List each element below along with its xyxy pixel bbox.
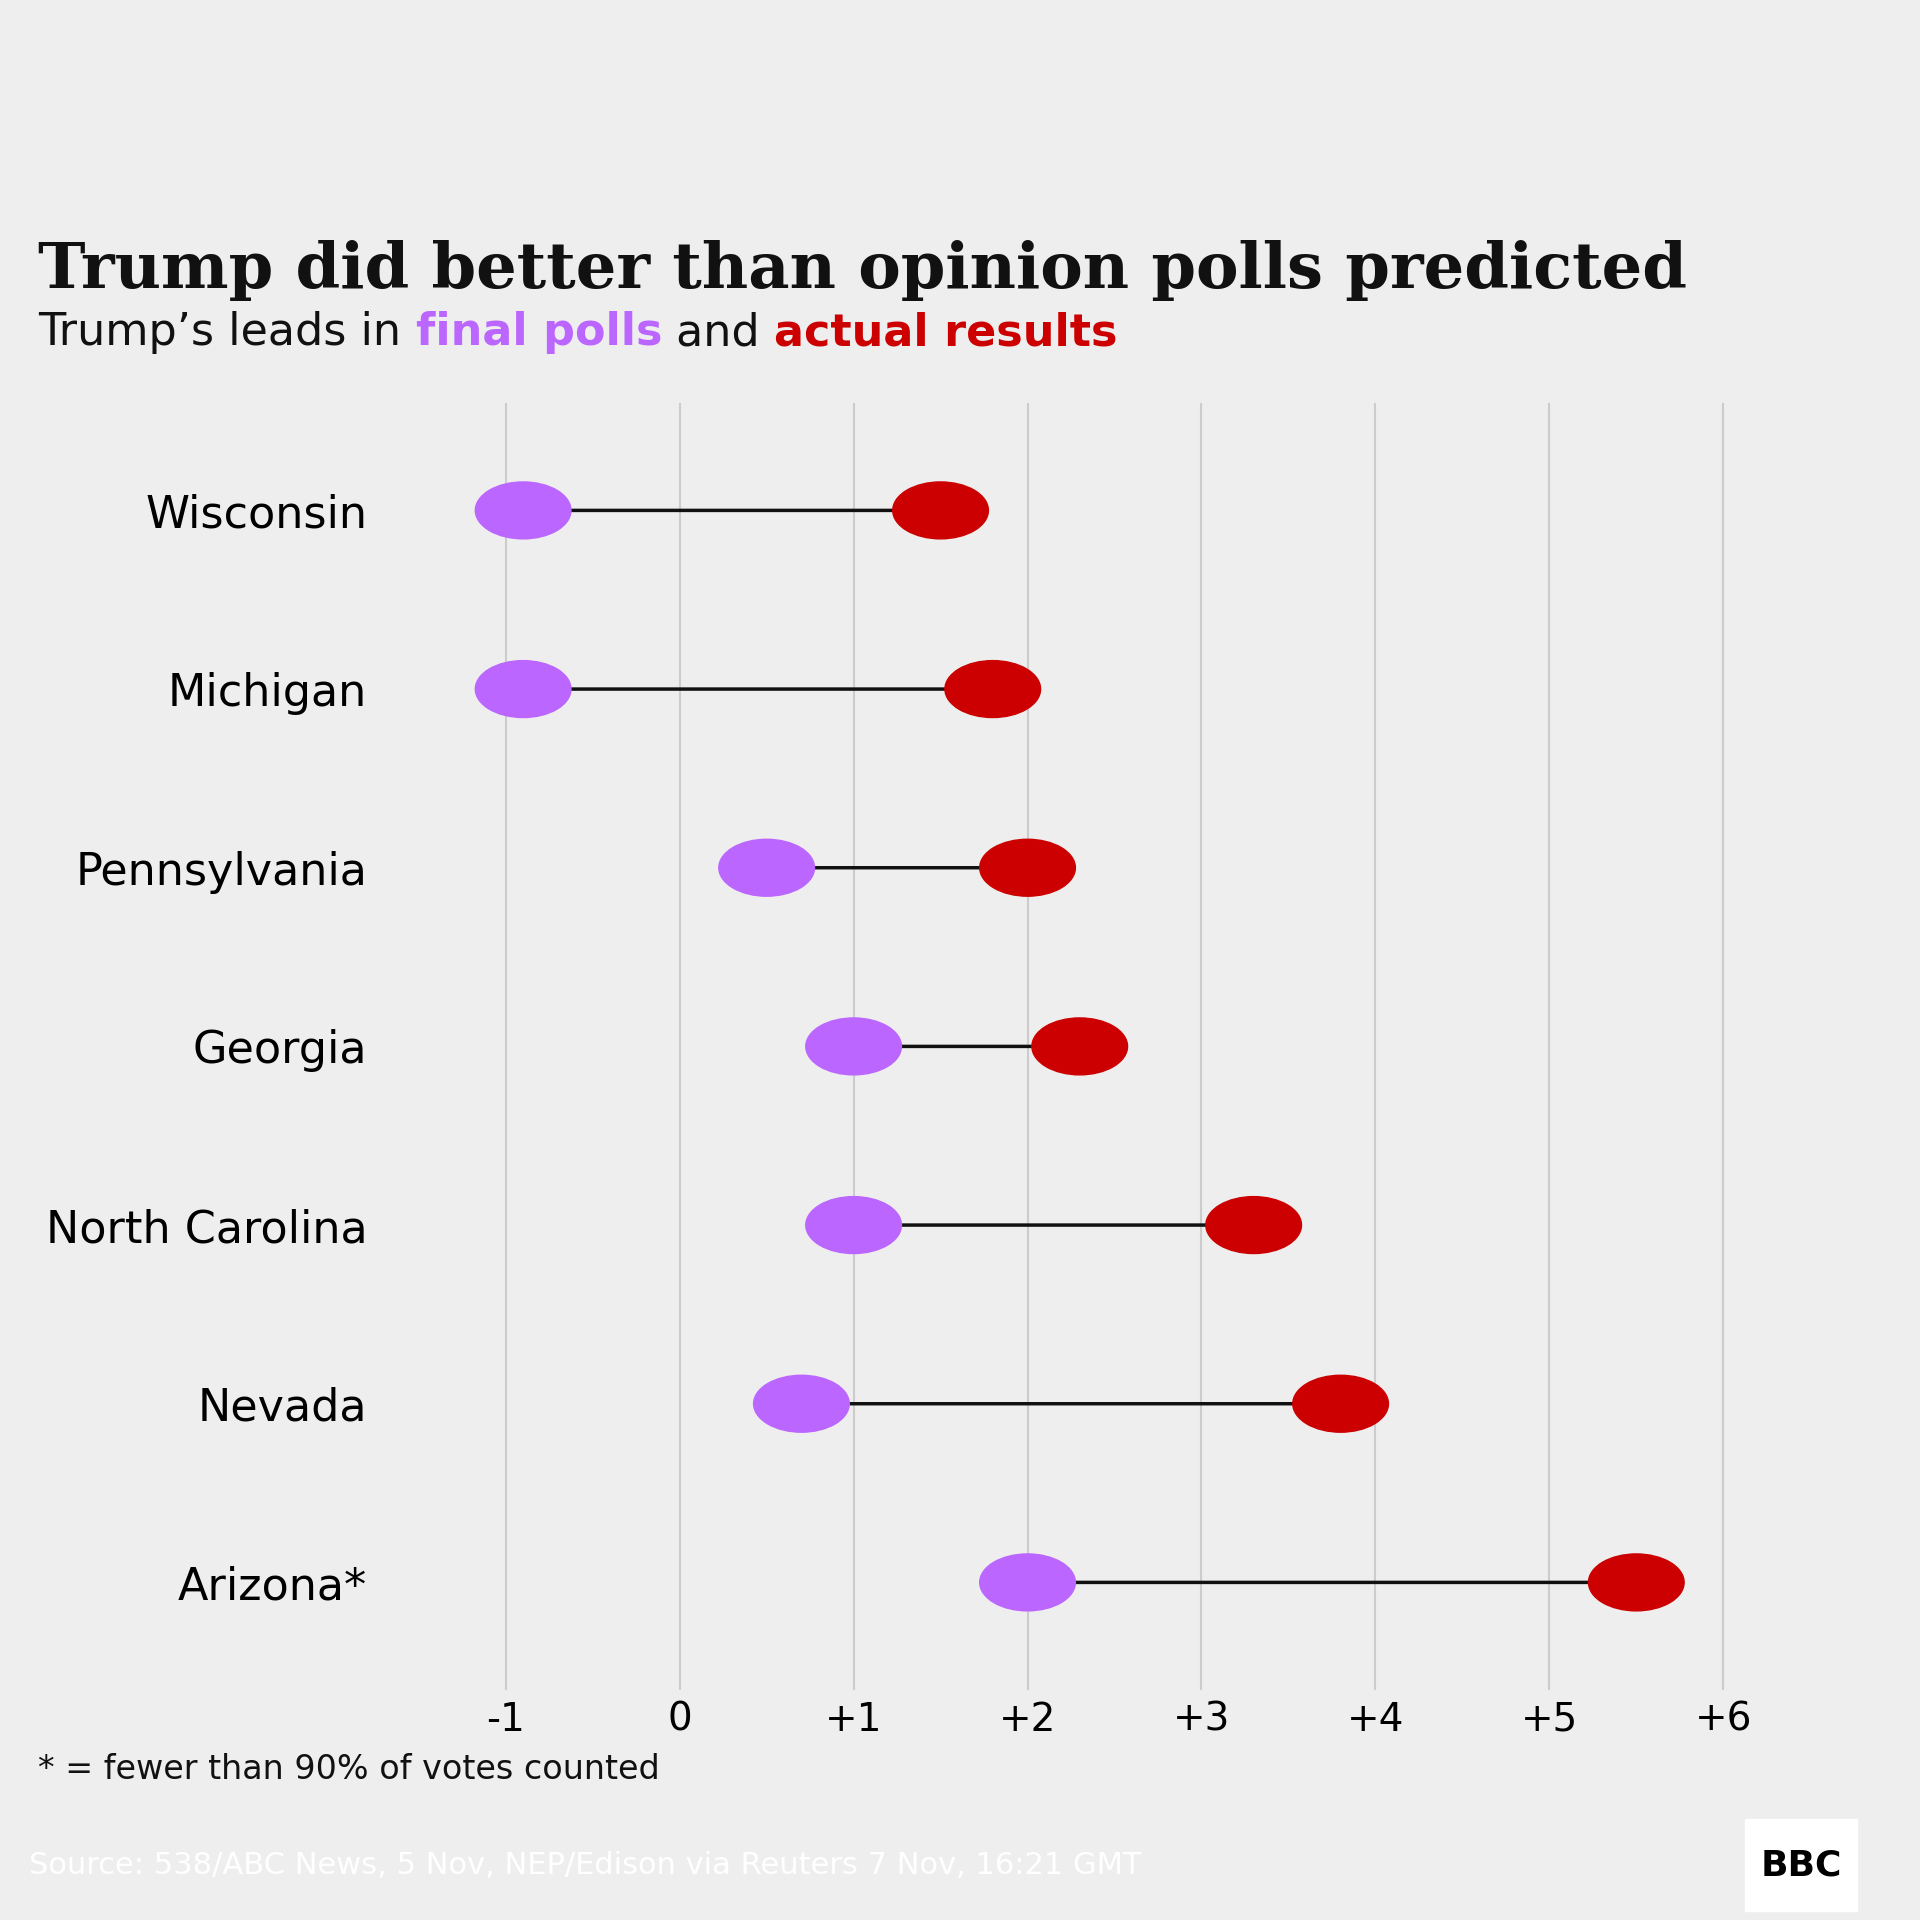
Ellipse shape — [718, 839, 814, 897]
Text: and: and — [662, 311, 774, 353]
Text: Trump did better than opinion polls predicted: Trump did better than opinion polls pred… — [38, 240, 1688, 301]
Ellipse shape — [1292, 1375, 1388, 1432]
Text: Trump’s leads in: Trump’s leads in — [38, 311, 415, 353]
Ellipse shape — [979, 839, 1075, 897]
Ellipse shape — [945, 660, 1041, 718]
Text: BBC: BBC — [1761, 1849, 1841, 1882]
Ellipse shape — [806, 1018, 902, 1075]
Ellipse shape — [806, 1196, 902, 1254]
Ellipse shape — [979, 1553, 1075, 1611]
Ellipse shape — [476, 482, 570, 540]
Text: final polls: final polls — [415, 311, 662, 353]
FancyBboxPatch shape — [1745, 1820, 1857, 1910]
Text: * = fewer than 90% of votes counted: * = fewer than 90% of votes counted — [38, 1753, 660, 1786]
Ellipse shape — [1206, 1196, 1302, 1254]
Ellipse shape — [1031, 1018, 1127, 1075]
Ellipse shape — [893, 482, 989, 540]
Ellipse shape — [476, 660, 570, 718]
Text: actual results: actual results — [774, 311, 1117, 353]
Ellipse shape — [1588, 1553, 1684, 1611]
Ellipse shape — [753, 1375, 849, 1432]
Text: Source: 538/ABC News, 5 Nov, NEP/Edison via Reuters 7 Nov, 16:21 GMT: Source: 538/ABC News, 5 Nov, NEP/Edison … — [29, 1851, 1140, 1880]
